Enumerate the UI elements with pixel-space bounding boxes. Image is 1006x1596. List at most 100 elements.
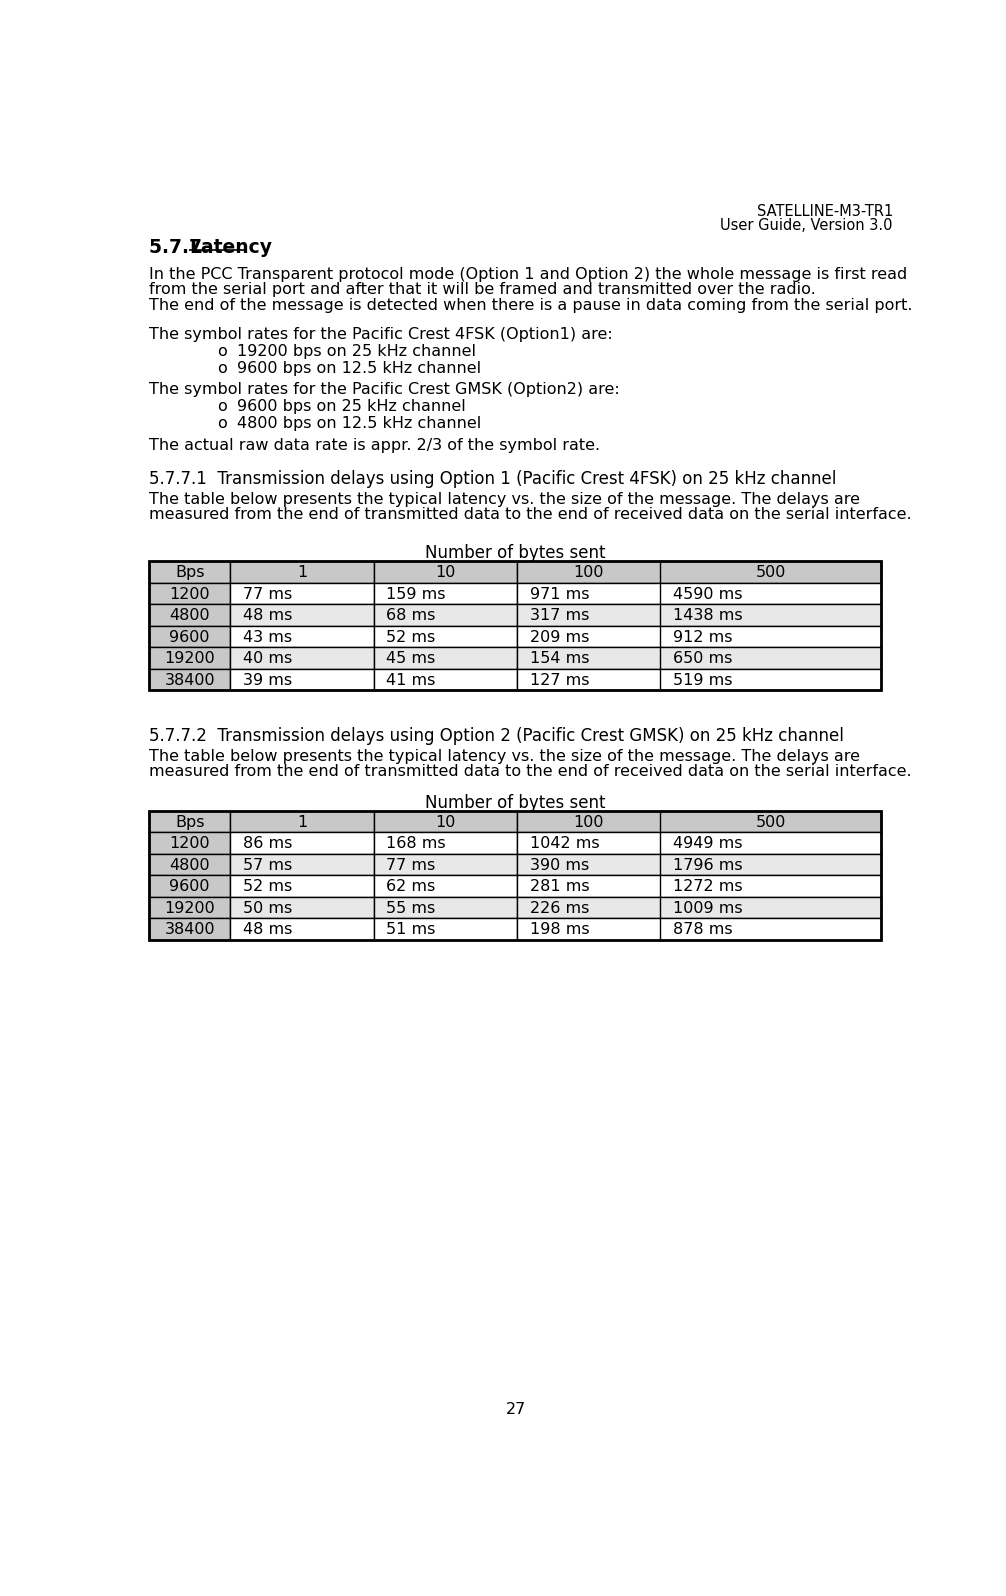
Bar [661, 648, 881, 669]
Bar [230, 918, 374, 940]
Text: o: o [217, 361, 227, 377]
Bar [149, 811, 881, 940]
Text: 10: 10 [436, 814, 456, 830]
Text: 1009 ms: 1009 ms [673, 900, 742, 916]
Text: 4590 ms: 4590 ms [673, 587, 742, 602]
Bar [517, 648, 661, 669]
Bar [230, 811, 374, 832]
Bar [661, 605, 881, 626]
Text: The symbol rates for the Pacific Crest 4FSK (Option1) are:: The symbol rates for the Pacific Crest 4… [149, 327, 613, 342]
Text: 38400: 38400 [164, 922, 215, 937]
Bar [374, 918, 517, 940]
Text: 52 ms: 52 ms [386, 630, 436, 645]
Bar [661, 875, 881, 897]
Bar [149, 875, 230, 897]
Bar [517, 811, 661, 832]
Text: 57 ms: 57 ms [242, 857, 292, 873]
Text: 281 ms: 281 ms [529, 879, 590, 894]
Bar [149, 811, 230, 832]
Text: 10: 10 [436, 565, 456, 581]
Bar [230, 897, 374, 918]
Bar [661, 832, 881, 854]
Bar [374, 605, 517, 626]
Bar [517, 918, 661, 940]
Bar [661, 583, 881, 605]
Text: 5.7.7.1  Transmission delays using Option 1 (Pacific Crest 4FSK) on 25 kHz chann: 5.7.7.1 Transmission delays using Option… [149, 471, 836, 488]
Text: 4949 ms: 4949 ms [673, 836, 742, 851]
Bar [517, 875, 661, 897]
Bar [230, 832, 374, 854]
Text: 77 ms: 77 ms [386, 857, 436, 873]
Text: 1: 1 [297, 565, 307, 581]
Text: from the serial port and after that it will be framed and transmitted over the r: from the serial port and after that it w… [149, 282, 816, 297]
Text: 168 ms: 168 ms [386, 836, 446, 851]
Bar [374, 897, 517, 918]
Text: 4800 bps on 12.5 kHz channel: 4800 bps on 12.5 kHz channel [236, 417, 481, 431]
Bar [374, 854, 517, 875]
Text: o: o [217, 399, 227, 415]
Text: 45 ms: 45 ms [386, 651, 436, 667]
Bar [374, 562, 517, 583]
Text: 154 ms: 154 ms [529, 651, 590, 667]
Text: o: o [217, 417, 227, 431]
Text: 159 ms: 159 ms [386, 587, 446, 602]
Text: 38400: 38400 [164, 674, 215, 688]
Bar [149, 854, 230, 875]
Bar [517, 605, 661, 626]
Bar [149, 897, 230, 918]
Bar [149, 648, 230, 669]
Bar [230, 626, 374, 648]
Text: 1200: 1200 [169, 587, 210, 602]
Bar [374, 583, 517, 605]
Bar [661, 854, 881, 875]
Text: 77 ms: 77 ms [242, 587, 292, 602]
Bar [149, 669, 230, 691]
Bar [149, 918, 230, 940]
Text: The table below presents the typical latency vs. the size of the message. The de: The table below presents the typical lat… [149, 492, 860, 508]
Bar [230, 583, 374, 605]
Text: The end of the message is detected when there is a pause in data coming from the: The end of the message is detected when … [149, 298, 912, 313]
Bar [374, 669, 517, 691]
Text: 912 ms: 912 ms [673, 630, 732, 645]
Text: 62 ms: 62 ms [386, 879, 436, 894]
Bar [517, 832, 661, 854]
Text: 1042 ms: 1042 ms [529, 836, 600, 851]
Bar [230, 562, 374, 583]
Text: 9600 bps on 12.5 kHz channel: 9600 bps on 12.5 kHz channel [236, 361, 481, 377]
Text: 9600: 9600 [169, 630, 210, 645]
Bar [517, 854, 661, 875]
Text: 48 ms: 48 ms [242, 922, 292, 937]
Bar [230, 669, 374, 691]
Text: 971 ms: 971 ms [529, 587, 590, 602]
Bar [374, 832, 517, 854]
Bar [374, 626, 517, 648]
Text: 650 ms: 650 ms [673, 651, 732, 667]
Text: 52 ms: 52 ms [242, 879, 292, 894]
Text: 19200 bps on 25 kHz channel: 19200 bps on 25 kHz channel [236, 345, 476, 359]
Text: 48 ms: 48 ms [242, 608, 292, 624]
Bar [149, 832, 230, 854]
Text: 1438 ms: 1438 ms [673, 608, 742, 624]
Text: 5.7.7: 5.7.7 [149, 238, 215, 257]
Text: o: o [217, 345, 227, 359]
Bar [230, 854, 374, 875]
Bar [517, 583, 661, 605]
Bar [661, 626, 881, 648]
Text: 50 ms: 50 ms [242, 900, 292, 916]
Text: User Guide, Version 3.0: User Guide, Version 3.0 [720, 217, 893, 233]
Text: Number of bytes sent: Number of bytes sent [425, 544, 606, 562]
Bar [149, 583, 230, 605]
Bar [661, 669, 881, 691]
Bar [230, 648, 374, 669]
Text: 1200: 1200 [169, 836, 210, 851]
Bar [661, 918, 881, 940]
Text: Bps: Bps [175, 814, 204, 830]
Text: 55 ms: 55 ms [386, 900, 436, 916]
Text: 19200: 19200 [164, 900, 215, 916]
Text: 4800: 4800 [169, 608, 210, 624]
Text: 226 ms: 226 ms [529, 900, 589, 916]
Text: 68 ms: 68 ms [386, 608, 436, 624]
Bar [149, 626, 230, 648]
Text: 40 ms: 40 ms [242, 651, 292, 667]
Text: Number of bytes sent: Number of bytes sent [425, 793, 606, 812]
